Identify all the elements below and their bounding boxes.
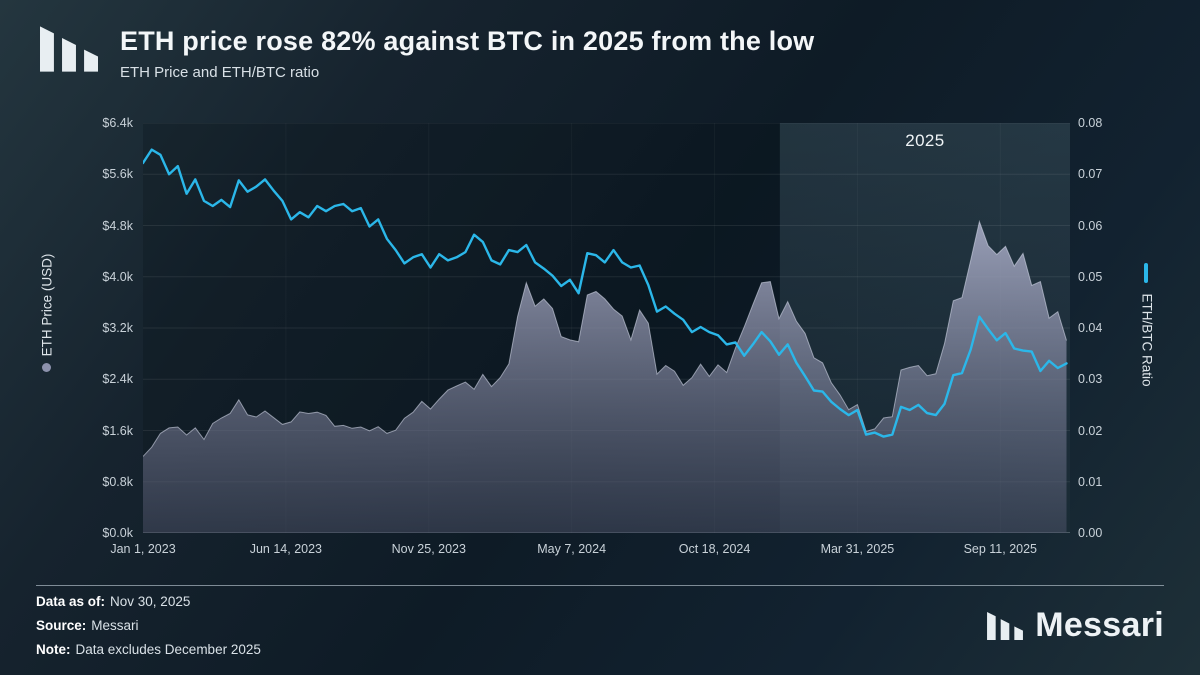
y-axis-right-ticks: 0.08 0.07 0.06 0.05 0.04 0.03 0.02 0.01 0.00 (1078, 116, 1148, 540)
y-left-tick: $6.4k (102, 116, 133, 130)
header: ETH price rose 82% against BTC in 2025 f… (40, 26, 814, 81)
y-right-tick: 0.00 (1078, 526, 1103, 540)
plot-area (143, 123, 1070, 533)
source-line: Source: Messari (36, 618, 139, 633)
x-tick: May 7, 2024 (537, 542, 607, 556)
source-label: Source: (36, 618, 87, 633)
page-title: ETH price rose 82% against BTC in 2025 f… (120, 26, 815, 56)
data-as-of-line: Data as of: Nov 30, 2025 (36, 594, 190, 609)
y-right-tick: 0.03 (1078, 372, 1103, 387)
y-right-tick: 0.01 (1078, 474, 1103, 489)
eth-btc-ratio-legend-line-icon (1144, 263, 1148, 283)
y-left-tick: $4.8k (102, 218, 133, 233)
x-tick: Mar 31, 2025 (820, 542, 895, 556)
brand-wordmark: Messari (1035, 606, 1164, 644)
y-right-tick: 0.06 (1078, 218, 1103, 233)
y-left-tick: $5.6k (102, 167, 133, 182)
note-label: Note: (36, 642, 71, 657)
x-tick: Sep 11, 2025 (963, 542, 1038, 556)
x-axis-ticks: Jan 1, 2023 Jun 14, 2023 Nov 25, 2023 May 7… (110, 542, 1070, 562)
messari-logo-icon (40, 26, 98, 72)
x-tick: Jan 1, 2023 (110, 542, 176, 556)
note-line: Note: Data excludes December 2025 (36, 642, 261, 657)
y-right-tick: 0.05 (1078, 269, 1103, 284)
y-left-tick: $2.4k (102, 372, 133, 387)
eth-price-legend-dot-icon (42, 363, 51, 372)
y-right-tick: 0.08 (1078, 116, 1103, 130)
highlight-2025-label: 2025 (905, 131, 945, 150)
y-right-tick: 0.07 (1078, 167, 1103, 182)
source-value: Messari (91, 618, 139, 633)
messari-brand: Messari (987, 606, 1164, 645)
y-left-tick: $0.8k (102, 474, 133, 489)
y-left-tick: $4.0k (102, 269, 133, 284)
y-left-tick: $3.2k (102, 321, 133, 335)
page-subtitle: ETH Price and ETH/BTC ratio (120, 64, 320, 81)
y-right-tick: 0.02 (1078, 423, 1103, 438)
footer-divider (36, 585, 1164, 586)
y-left-tick: $0.0k (102, 526, 133, 540)
data-as-of-value: Nov 30, 2025 (110, 594, 191, 609)
y-left-tick: $1.6k (102, 423, 133, 438)
y-right-tick: 0.04 (1078, 321, 1103, 335)
note-value: Data excludes December 2025 (75, 642, 261, 657)
x-tick: Oct 18, 2024 (678, 542, 751, 556)
x-tick: Nov 25, 2023 (391, 542, 466, 556)
messari-logo-icon (987, 611, 1024, 640)
title-block: ETH price rose 82% against BTC in 2025 f… (120, 26, 814, 81)
data-as-of-label: Data as of: (36, 594, 106, 609)
x-tick: Jun 14, 2023 (249, 542, 323, 556)
y-axis-left-ticks: $6.4k $5.6k $4.8k $4.0k $3.2k $2.4k $1.6k $0.8k… (0, 116, 133, 540)
